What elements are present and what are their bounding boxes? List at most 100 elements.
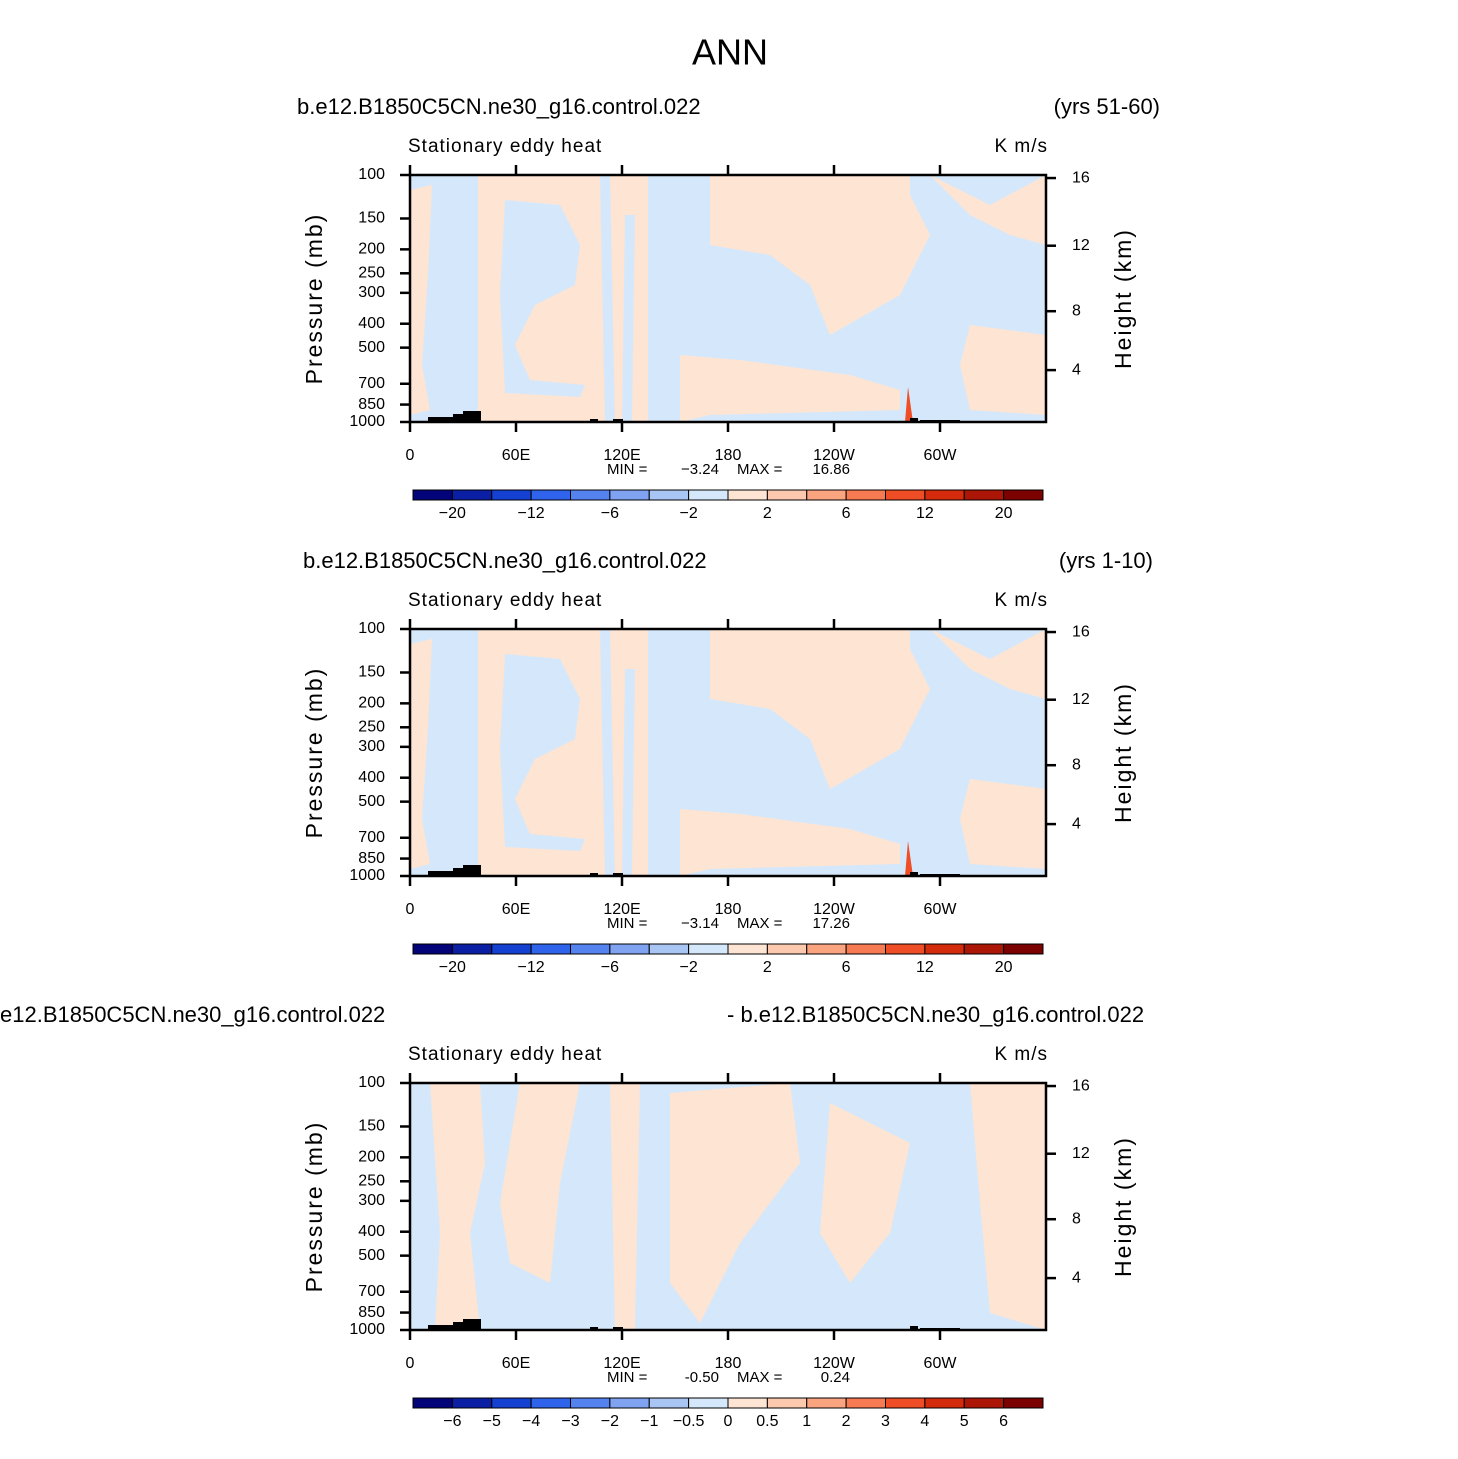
contour-region [905, 387, 913, 422]
y-tick-label: 700 [358, 829, 385, 846]
colorbar-box [1003, 1397, 1044, 1409]
x-tick-label: 180 [715, 447, 742, 464]
colorbar-label: −20 [439, 959, 466, 976]
colorbar-box [530, 489, 571, 501]
y-tick-label: 1000 [349, 413, 385, 430]
colorbar-box [491, 1397, 532, 1409]
x-tick-label: 60E [502, 447, 530, 464]
colorbar-box [648, 1397, 690, 1409]
y-tick-label: 150 [358, 664, 385, 681]
max-value: 16.86 [812, 461, 850, 478]
panel-title-left: e12.B1850C5CN.ne30_g16.control.022 [0, 1002, 385, 1027]
topography [910, 418, 918, 422]
colorbar-box [609, 489, 650, 501]
colorbar-box [570, 489, 611, 501]
y2-tick-label: 8 [1072, 1210, 1081, 1227]
units: K m/s [994, 1044, 1048, 1065]
min-label: MIN = [607, 915, 648, 932]
y2-tick-label: 16 [1072, 1077, 1090, 1094]
colorbar-box [688, 489, 729, 501]
y2-tick-label: 8 [1072, 302, 1081, 319]
colorbar-label: −20 [439, 505, 466, 522]
contour-region [500, 654, 585, 851]
colorbar-label: 3 [881, 1413, 890, 1430]
contour-region [930, 175, 1046, 245]
y-tick-label: 250 [358, 1173, 385, 1190]
topography [590, 1327, 598, 1330]
subtitle: Stationary eddy heat [408, 1044, 602, 1065]
panel-title-right: - b.e12.B1850C5CN.ne30_g16.control.022 [727, 1002, 1144, 1027]
colorbar-label: 0.5 [756, 1413, 778, 1430]
colorbar-box [530, 1397, 571, 1409]
max-value: 17.26 [812, 915, 850, 932]
colorbar-label: 20 [995, 959, 1013, 976]
colorbar-label: 5 [960, 1413, 969, 1430]
colorbar-label: −1 [640, 1413, 658, 1430]
colorbar-box [766, 489, 808, 501]
colorbar-box [727, 943, 768, 955]
colorbar-box [806, 489, 847, 501]
min-value: -0.50 [685, 1369, 719, 1386]
contour-region [960, 779, 1046, 869]
colorbar-label: −0.5 [673, 1413, 705, 1430]
colorbar-box [451, 1397, 493, 1409]
colorbar-label: −2 [680, 959, 698, 976]
y-tick-label: 200 [358, 695, 385, 712]
y2-tick-label: 8 [1072, 756, 1081, 773]
subtitle: Stationary eddy heat [408, 136, 602, 157]
colorbar-box [924, 489, 965, 501]
contour-field [410, 175, 1046, 422]
colorbar-box [570, 1397, 611, 1409]
panel-title-right: (yrs 1-10) [1059, 548, 1153, 573]
colorbar-box [412, 943, 453, 955]
topography [453, 414, 463, 422]
colorbar-label: 20 [995, 505, 1013, 522]
contour-region [430, 1083, 485, 1330]
colorbar-box [924, 943, 965, 955]
min-label: MIN = [607, 461, 648, 478]
topography [428, 1325, 453, 1330]
max-label: MAX = [737, 1369, 783, 1386]
colorbar-box [885, 489, 926, 501]
x-tick-label: 60W [924, 1355, 958, 1372]
y-tick-label: 500 [358, 339, 385, 356]
colorbar-box [845, 1397, 886, 1409]
colorbar-box [609, 1397, 650, 1409]
y-tick-label: 300 [358, 1192, 385, 1209]
x-tick-label: 60W [924, 901, 958, 918]
y-tick-label: 200 [358, 1149, 385, 1166]
colorbar-label: −3 [561, 1413, 579, 1430]
contour-region [960, 325, 1046, 415]
topography [453, 1322, 463, 1330]
colorbar-label: −6 [443, 1413, 461, 1430]
x-tick-label: 60W [924, 447, 958, 464]
contour-region [410, 185, 432, 415]
units: K m/s [994, 590, 1048, 611]
colorbar-label: 6 [842, 959, 851, 976]
contour-region [410, 639, 432, 869]
x-tick-label: 120W [813, 1355, 856, 1372]
colorbar-box [963, 1397, 1005, 1409]
y-tick-label: 400 [358, 1223, 385, 1240]
colorbar-box [885, 943, 926, 955]
colorbar-box [1003, 489, 1044, 501]
colorbar-label: −4 [522, 1413, 540, 1430]
colorbar-box [924, 1397, 965, 1409]
min-value: −3.24 [681, 461, 719, 478]
contour-region [670, 1083, 800, 1323]
contour-field [410, 1083, 1046, 1330]
colorbar-box [963, 489, 1005, 501]
y2-tick-label: 16 [1072, 169, 1090, 186]
colorbar-box [412, 1397, 453, 1409]
topography [428, 417, 453, 422]
colorbar-box [845, 489, 886, 501]
colorbar-box [806, 943, 847, 955]
x-tick-label: 0 [406, 447, 415, 464]
colorbar-label: −6 [601, 505, 619, 522]
y-axis-label: Pressure (mb) [301, 213, 327, 385]
contour-region [710, 629, 930, 789]
colorbar-box [609, 943, 650, 955]
y-tick-label: 100 [358, 620, 385, 637]
y-tick-label: 400 [358, 769, 385, 786]
